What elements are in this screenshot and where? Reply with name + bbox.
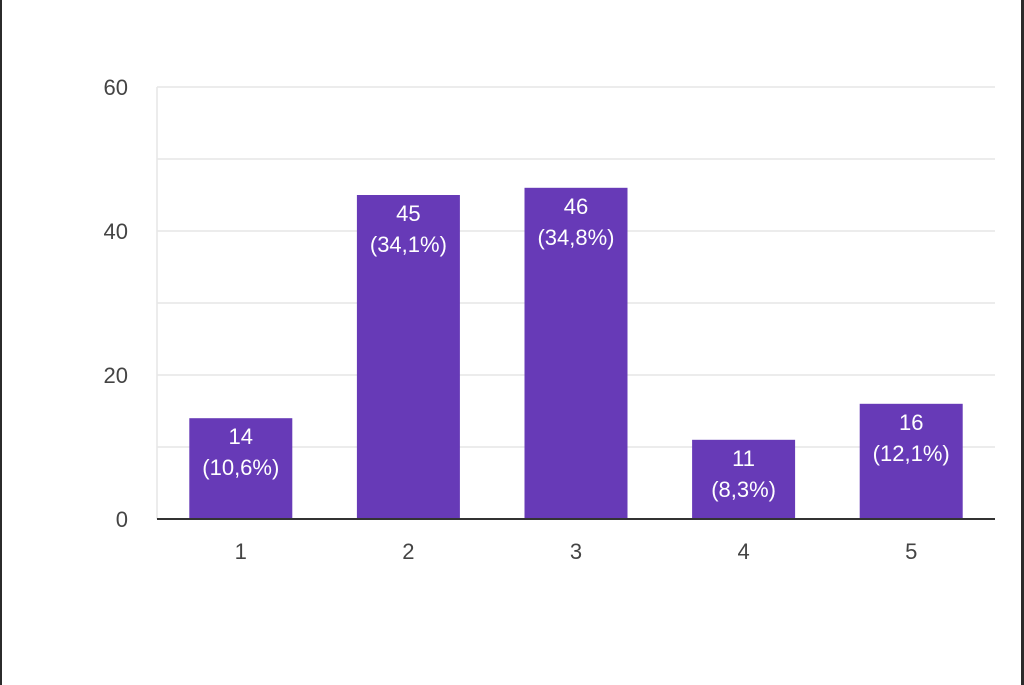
y-tick-label: 60 — [104, 75, 128, 100]
right-border — [1021, 0, 1024, 685]
bar-percent-label: (34,8%) — [537, 225, 614, 250]
bar — [356, 195, 460, 519]
x-axis-ticks: 1 2 3 4 5 — [235, 539, 918, 564]
x-tick-label: 5 — [905, 539, 917, 564]
bar-value-label: 11 — [732, 446, 755, 471]
bar-value-label: 16 — [899, 410, 923, 435]
y-axis-ticks: 0 20 40 60 — [104, 75, 128, 532]
x-tick-label: 4 — [737, 539, 749, 564]
bar — [189, 418, 293, 519]
bar — [859, 403, 963, 519]
bar-percent-label: (8,3%) — [711, 477, 776, 502]
x-tick-label: 2 — [402, 539, 414, 564]
bar — [692, 439, 796, 519]
left-border — [0, 0, 2, 685]
bars: 14 (10,6%) 45 (34,1%) 46 (34,8%) 11 (8,3%) 16 (12… — [189, 187, 963, 520]
bar-value-label: 45 — [396, 201, 420, 226]
x-tick-label: 1 — [235, 539, 247, 564]
bar — [524, 187, 628, 520]
bar-percent-label: (12,1%) — [873, 441, 950, 466]
y-tick-label: 40 — [104, 219, 128, 244]
x-tick-label: 3 — [570, 539, 582, 564]
bar-value-label: 14 — [229, 424, 253, 449]
bar-percent-label: (10,6%) — [202, 455, 279, 480]
y-tick-label: 20 — [104, 363, 128, 388]
bar-percent-label: (34,1%) — [370, 232, 447, 257]
bar-value-label: 46 — [564, 194, 588, 219]
y-tick-label: 0 — [116, 507, 128, 532]
